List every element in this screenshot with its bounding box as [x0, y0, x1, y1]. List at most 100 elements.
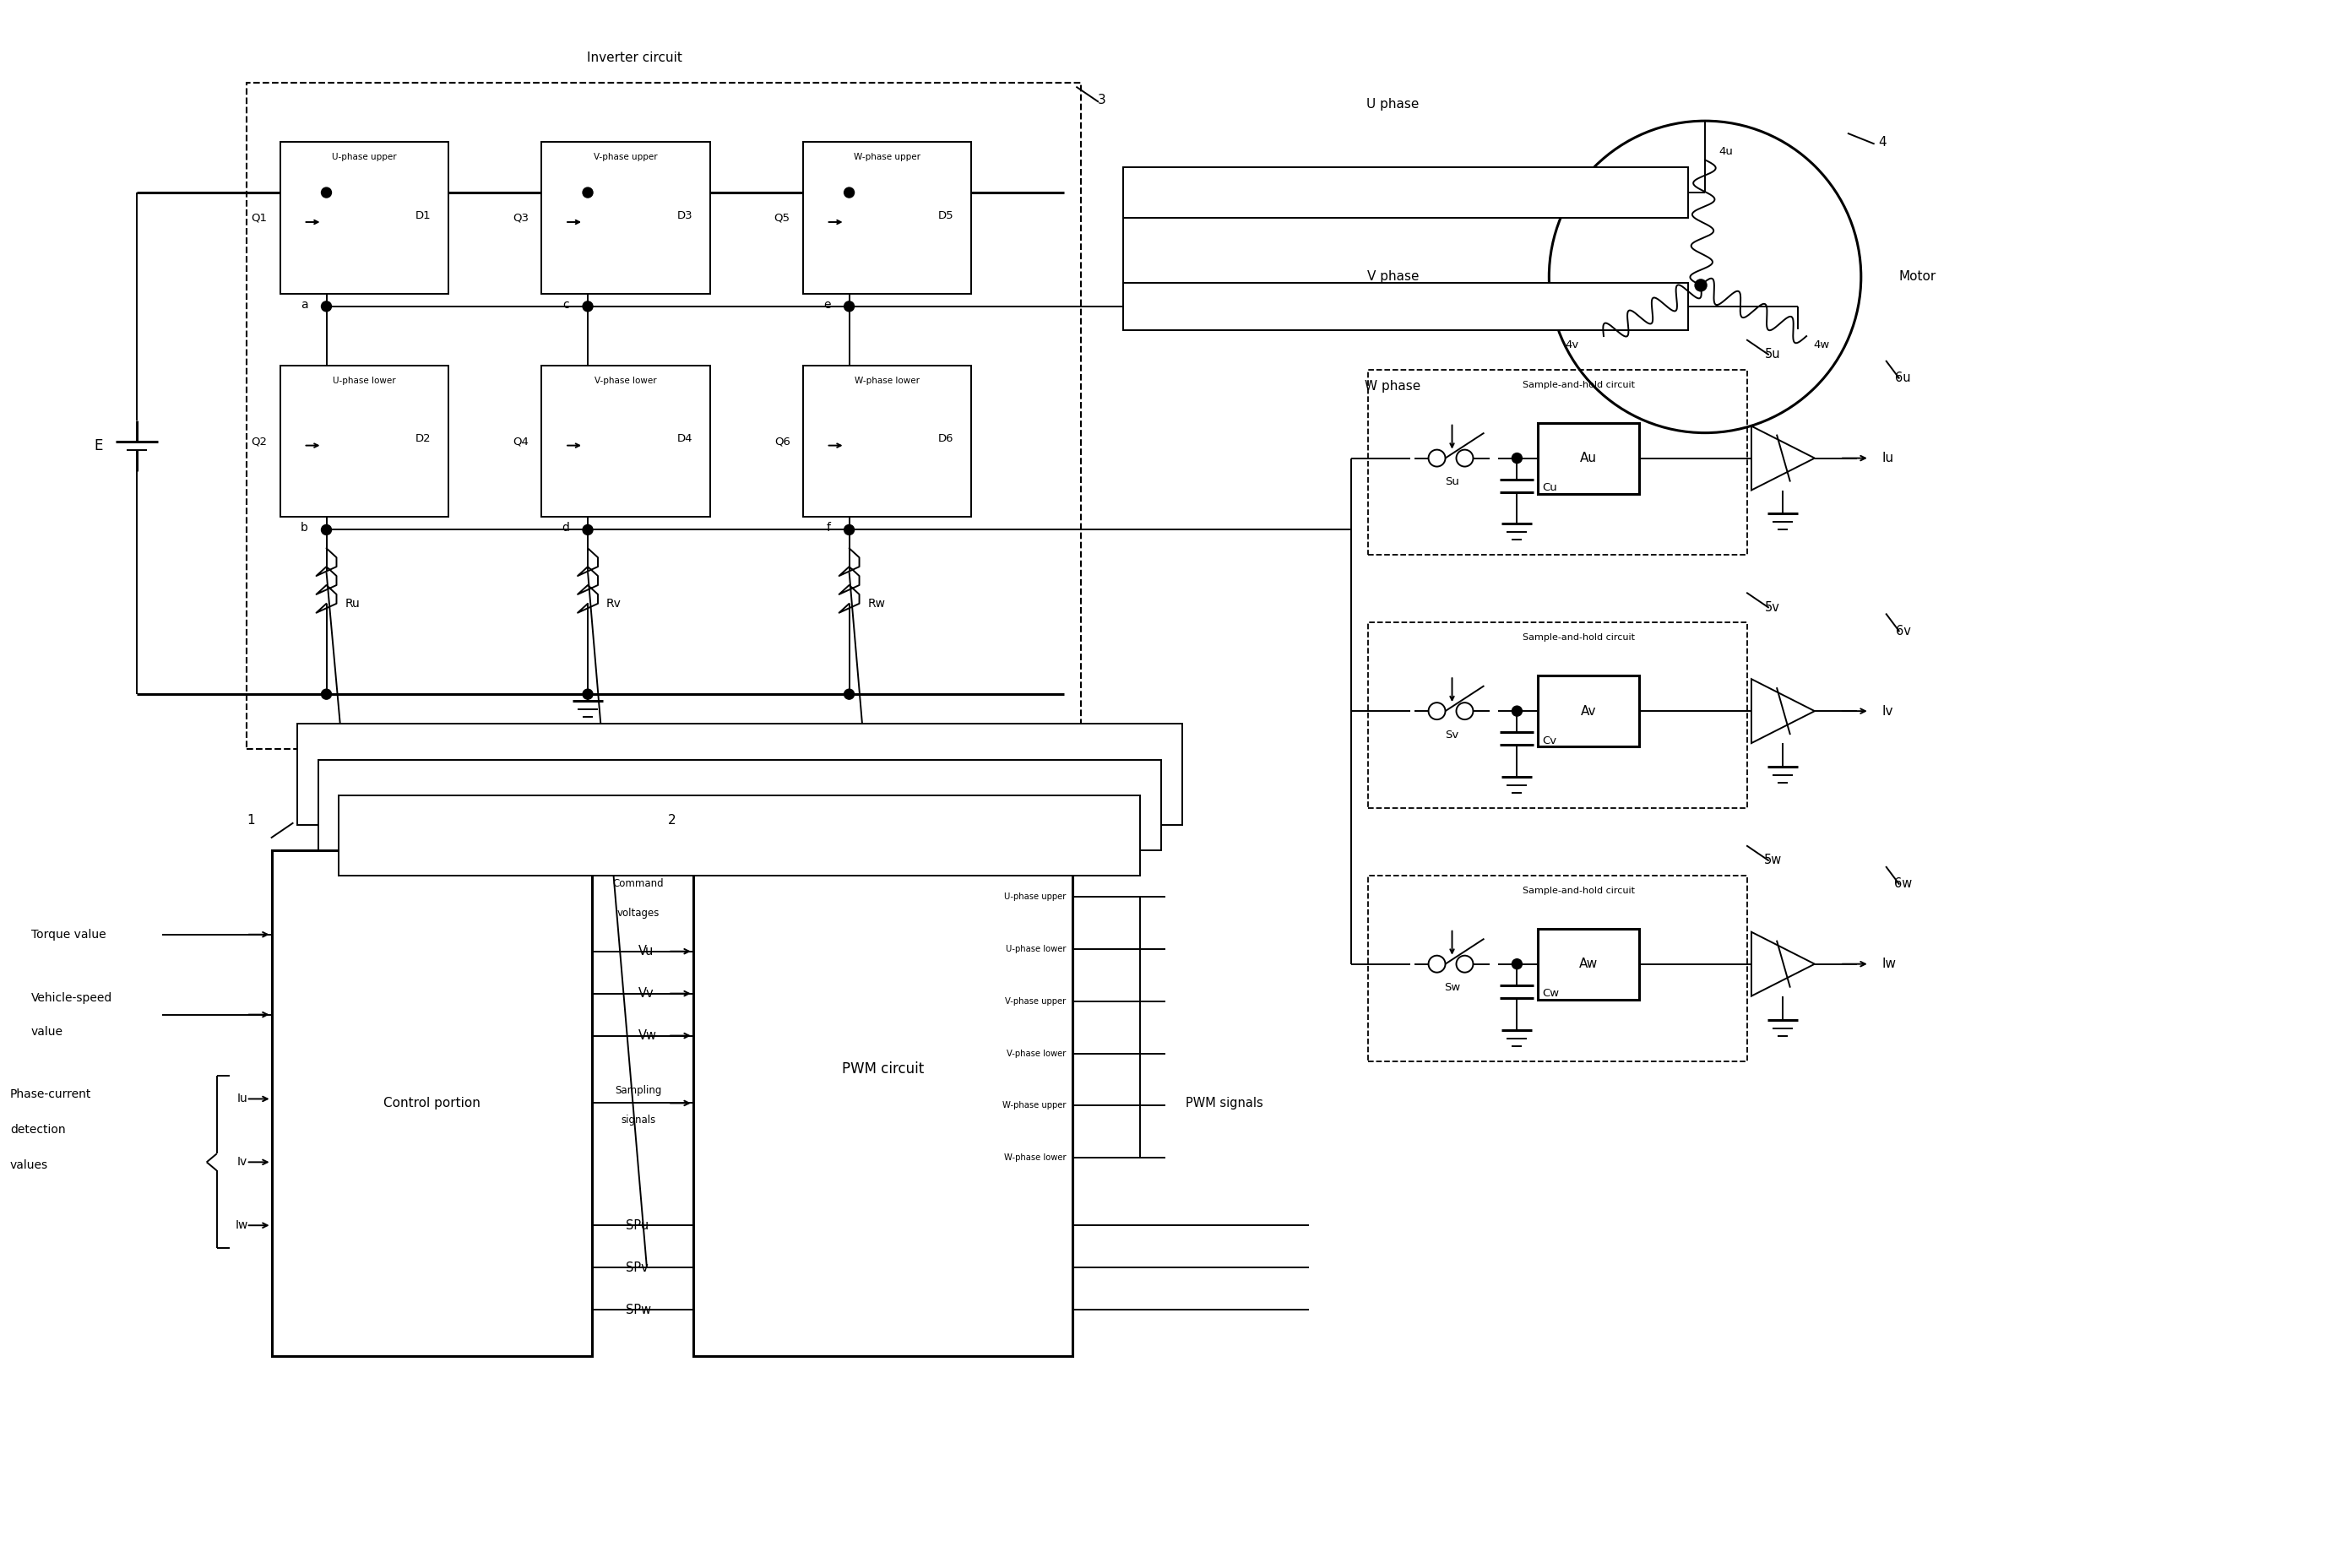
- Circle shape: [844, 690, 853, 699]
- Text: Q2: Q2: [252, 436, 268, 447]
- Text: 5v: 5v: [1766, 601, 1780, 613]
- Text: U-phase upper: U-phase upper: [331, 154, 397, 162]
- Circle shape: [583, 525, 592, 535]
- Circle shape: [322, 525, 331, 535]
- Text: V-phase lower: V-phase lower: [595, 376, 656, 384]
- Bar: [694, 850, 1072, 1356]
- Text: U-phase upper: U-phase upper: [1004, 892, 1065, 900]
- Text: W phase: W phase: [1366, 379, 1420, 394]
- Bar: [1538, 423, 1639, 494]
- Text: D6: D6: [938, 433, 955, 444]
- Text: Av: Av: [1580, 704, 1596, 718]
- Text: Vv: Vv: [639, 988, 654, 1000]
- Bar: [247, 83, 1081, 750]
- Text: Sample-and-hold circuit: Sample-and-hold circuit: [1523, 381, 1634, 389]
- Text: SPu: SPu: [625, 1218, 649, 1232]
- Bar: [802, 143, 971, 293]
- Bar: [1368, 875, 1747, 1062]
- Text: W-phase upper: W-phase upper: [853, 154, 922, 162]
- Text: V-phase upper: V-phase upper: [595, 154, 658, 162]
- Text: D4: D4: [677, 433, 694, 444]
- Text: Iw: Iw: [1883, 958, 1897, 971]
- Text: 4w: 4w: [1813, 339, 1829, 350]
- Circle shape: [1512, 706, 1521, 717]
- Text: Q1: Q1: [252, 212, 268, 223]
- Text: values: values: [9, 1160, 49, 1171]
- Text: U-phase lower: U-phase lower: [1006, 944, 1065, 953]
- Circle shape: [1695, 279, 1707, 292]
- Bar: [1124, 168, 1688, 218]
- Text: 4u: 4u: [1719, 146, 1733, 157]
- Text: d: d: [562, 522, 569, 535]
- Text: U-phase lower: U-phase lower: [334, 376, 395, 384]
- Bar: [339, 795, 1140, 875]
- Text: Inverter circuit: Inverter circuit: [585, 52, 682, 64]
- Bar: [1368, 622, 1747, 808]
- Circle shape: [322, 301, 331, 312]
- Text: 6u: 6u: [1895, 372, 1911, 384]
- Text: PWM circuit: PWM circuit: [842, 1062, 924, 1077]
- Text: Sampling: Sampling: [616, 1085, 661, 1096]
- Text: W-phase lower: W-phase lower: [856, 376, 919, 384]
- Bar: [1124, 282, 1688, 329]
- Text: D2: D2: [416, 433, 430, 444]
- Bar: [802, 365, 971, 517]
- Text: Iu: Iu: [1883, 452, 1895, 464]
- Text: a: a: [301, 299, 308, 310]
- Text: SPw: SPw: [625, 1303, 651, 1316]
- Text: 1: 1: [247, 814, 254, 826]
- Text: 4v: 4v: [1566, 339, 1578, 350]
- Bar: [541, 143, 710, 293]
- Text: c: c: [562, 299, 569, 310]
- Text: Torque value: Torque value: [31, 928, 106, 941]
- Circle shape: [844, 188, 853, 198]
- Bar: [1368, 370, 1747, 555]
- Text: 2: 2: [668, 814, 677, 826]
- Text: Iv: Iv: [1883, 704, 1893, 718]
- Text: Motor: Motor: [1900, 271, 1937, 284]
- Text: Sample-and-hold circuit: Sample-and-hold circuit: [1523, 633, 1634, 641]
- Text: Rv: Rv: [607, 597, 621, 610]
- Text: e: e: [823, 299, 830, 310]
- Circle shape: [583, 188, 592, 198]
- Text: Command: Command: [614, 878, 663, 889]
- Text: 6v: 6v: [1895, 624, 1911, 637]
- Text: W-phase upper: W-phase upper: [1002, 1101, 1065, 1110]
- Text: signals: signals: [621, 1115, 656, 1126]
- Circle shape: [583, 301, 592, 312]
- Circle shape: [844, 525, 853, 535]
- Text: Iu: Iu: [237, 1093, 247, 1105]
- Bar: [1538, 928, 1639, 999]
- Text: Cv: Cv: [1542, 735, 1556, 746]
- Bar: [317, 759, 1161, 850]
- Bar: [1538, 676, 1639, 746]
- Circle shape: [1512, 453, 1521, 463]
- Text: voltages: voltages: [616, 908, 661, 919]
- Circle shape: [1512, 960, 1521, 969]
- Bar: [280, 365, 449, 517]
- Text: Q4: Q4: [513, 436, 529, 447]
- Text: Vw: Vw: [639, 1029, 656, 1043]
- Text: Sv: Sv: [1446, 729, 1460, 740]
- Text: Iw: Iw: [235, 1220, 249, 1231]
- Text: Su: Su: [1446, 477, 1460, 488]
- Circle shape: [844, 301, 853, 312]
- Text: b: b: [301, 522, 308, 535]
- Text: Cw: Cw: [1542, 988, 1559, 999]
- Text: D1: D1: [416, 210, 430, 221]
- Text: Sw: Sw: [1444, 982, 1460, 993]
- Text: detection: detection: [9, 1124, 66, 1135]
- Text: Vu: Vu: [639, 946, 654, 958]
- Text: 5u: 5u: [1766, 348, 1780, 361]
- Circle shape: [583, 690, 592, 699]
- Text: Q5: Q5: [773, 212, 790, 223]
- Bar: [280, 143, 449, 293]
- Text: V-phase lower: V-phase lower: [1006, 1049, 1065, 1057]
- Text: SPv: SPv: [625, 1261, 649, 1273]
- Bar: [296, 724, 1183, 825]
- Text: Au: Au: [1580, 452, 1596, 464]
- Text: Vehicle-speed: Vehicle-speed: [31, 993, 113, 1004]
- Text: U phase: U phase: [1366, 97, 1420, 110]
- Text: Aw: Aw: [1580, 958, 1599, 971]
- Bar: [541, 365, 710, 517]
